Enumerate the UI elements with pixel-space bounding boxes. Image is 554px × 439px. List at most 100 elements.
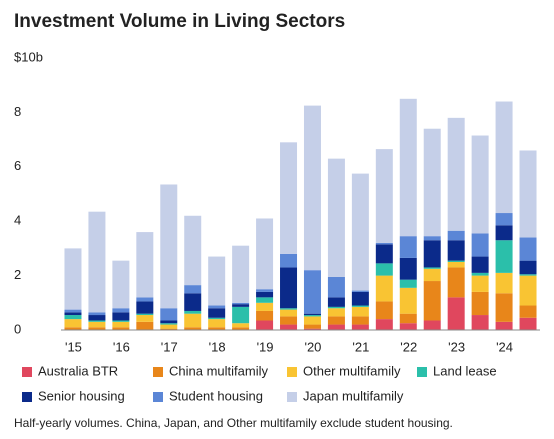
chart-note: Half-yearly volumes. China, Japan, and O… [14, 416, 453, 430]
bar-segment [303, 316, 321, 325]
y-tick-label: 8 [14, 104, 21, 119]
bar-segment [351, 305, 369, 307]
x-tick-label: '17 [161, 339, 178, 354]
legend-swatch [417, 367, 427, 377]
bar-segment [232, 327, 250, 330]
bar-segment [88, 320, 106, 322]
x-tick-label: '19 [257, 339, 274, 354]
bar-segment [447, 117, 465, 231]
bar-segment [232, 306, 250, 324]
bar-segment [495, 213, 513, 226]
bar-segment [303, 313, 321, 316]
bar-segment [471, 135, 489, 234]
legend-label: Japan multifamily [303, 388, 404, 403]
bar-segment [399, 287, 417, 314]
bar-segment [208, 305, 226, 309]
bar-segment [447, 262, 465, 268]
bar-segment [256, 310, 274, 321]
bar-segment [88, 211, 106, 313]
bar-segment [447, 267, 465, 298]
bar-segment [160, 184, 178, 309]
bar-segment [495, 293, 513, 322]
legend-label: Land lease [433, 363, 497, 378]
bar-segment [375, 319, 393, 330]
bar-segment [447, 240, 465, 261]
y-tick-label: 4 [14, 213, 21, 228]
bar-segment [375, 244, 393, 264]
bar-segment [495, 240, 513, 273]
bar-segment [184, 285, 202, 294]
bar-segment [471, 315, 489, 330]
bar-segment [184, 215, 202, 286]
bar-segment [136, 315, 154, 322]
bar-segment [112, 321, 130, 328]
bar-segment [88, 321, 106, 328]
bar-segment [447, 230, 465, 241]
bar-segment [495, 225, 513, 241]
x-tick-label: '16 [113, 339, 130, 354]
bar-segment [471, 275, 489, 292]
y-tick-label: 0 [14, 321, 21, 336]
bar-segment [208, 317, 226, 320]
bar-segment [232, 245, 250, 303]
bar-segment [327, 297, 345, 307]
bar-segment [136, 313, 154, 316]
x-tick-label: '24 [496, 339, 513, 354]
bar-segment [64, 312, 82, 316]
y-tick-label: 2 [14, 267, 21, 282]
bar-segment [423, 267, 441, 269]
bar-segment [375, 275, 393, 302]
bar-segment [184, 310, 202, 314]
bar-segment [375, 301, 393, 320]
legend-label: Other multifamily [303, 363, 401, 378]
legend-label: Australia BTR [38, 363, 118, 378]
bar-segment [160, 323, 178, 325]
legend-label: Senior housing [38, 388, 125, 403]
bar-segment [256, 289, 274, 292]
bar-segment [208, 319, 226, 328]
bar-segment [280, 309, 298, 317]
bar-segment [184, 313, 202, 328]
bar-segment [399, 257, 417, 280]
x-tick-label: '22 [400, 339, 417, 354]
bar-segment [399, 279, 417, 288]
legend-swatch [287, 392, 297, 402]
bar-segment [280, 316, 298, 325]
bar-segment [280, 267, 298, 309]
bar-segment [88, 312, 106, 316]
bar-segment [351, 316, 369, 325]
bar-segment [471, 233, 489, 257]
bar-segment [303, 315, 321, 317]
bar-segment [64, 309, 82, 313]
bar-segment [64, 327, 82, 330]
bar-segment [351, 306, 369, 317]
bar-segment [447, 260, 465, 262]
bar-segment [471, 272, 489, 276]
bar-segment [184, 293, 202, 311]
bar-segment [136, 232, 154, 298]
bar-segment [519, 150, 537, 238]
bar-segment [280, 142, 298, 254]
bar-segment [519, 237, 537, 261]
bar-segment [88, 327, 106, 330]
bar-segment [136, 297, 154, 302]
bar-segment [423, 268, 441, 282]
legend-swatch [22, 392, 32, 402]
bar-segment [136, 301, 154, 314]
bar-segment [423, 236, 441, 241]
bar-segment [327, 158, 345, 277]
bar-segment [280, 253, 298, 268]
bar-segment [64, 315, 82, 320]
bar-segment [375, 242, 393, 245]
x-tick-label: '20 [304, 339, 321, 354]
bar-segment [327, 308, 345, 317]
bar-segment [208, 327, 226, 330]
bar-segment [519, 260, 537, 275]
bar-segment [256, 291, 274, 298]
bar-segment [232, 302, 250, 305]
bar-segment [423, 320, 441, 330]
bar-segment [351, 324, 369, 330]
bar-segment [447, 297, 465, 330]
x-tick-label: '21 [352, 339, 369, 354]
